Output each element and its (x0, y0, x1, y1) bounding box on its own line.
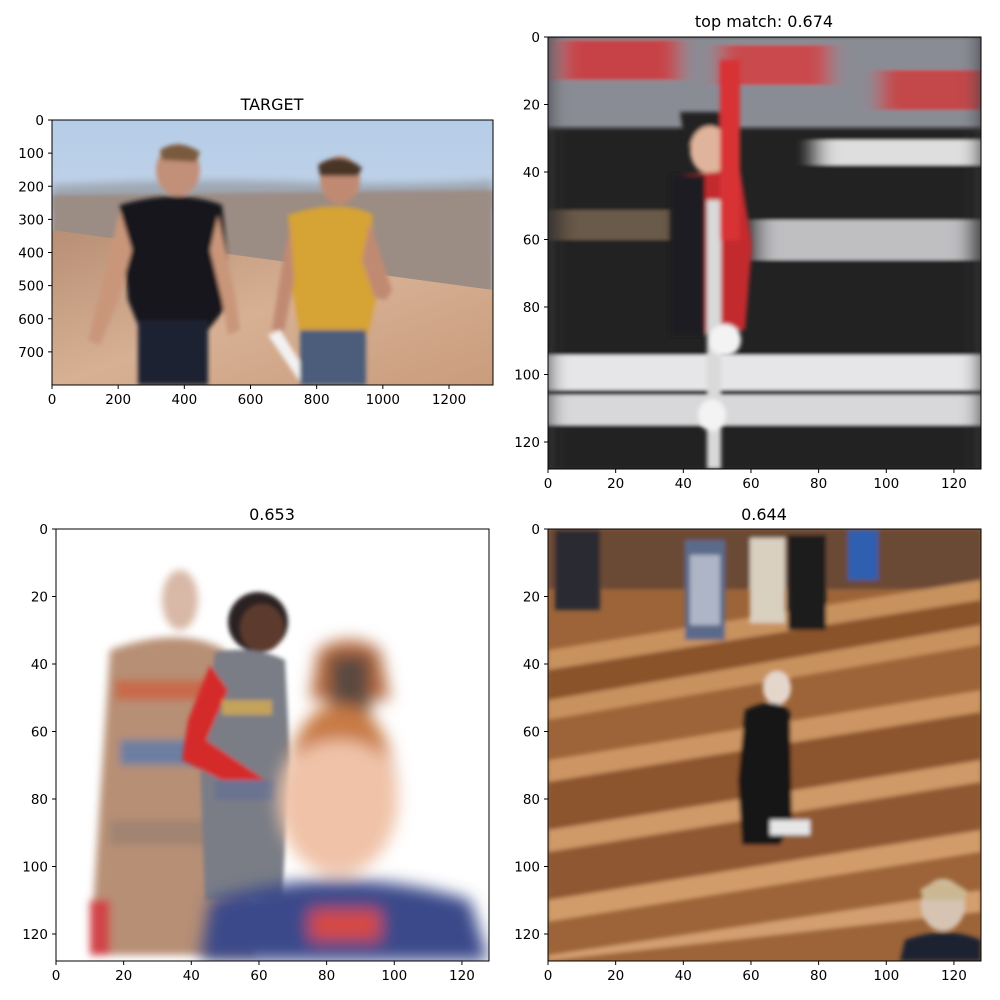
x-tick-label: 0 (52, 968, 61, 984)
x-tick-label: 120 (449, 968, 475, 984)
y-tick-label: 40 (523, 165, 540, 181)
x-tick-label: 400 (171, 392, 197, 408)
match-3-axes-frame (547, 528, 982, 962)
y-tick-label: 100 (18, 146, 44, 162)
x-tick-label: 0 (544, 968, 553, 984)
y-tick-label: 100 (22, 860, 48, 876)
y-tick-label: 20 (523, 590, 540, 606)
panel-top-match: top match: 0.674 0 20 40 60 80 100 120 0 20 40 60 8… (514, 12, 982, 492)
panel-title: 0.644 (741, 505, 787, 524)
y-tick-label: 100 (514, 860, 540, 876)
y-tick-label: 120 (22, 927, 48, 943)
x-tick-label: 60 (742, 968, 759, 984)
x-tick-label: 40 (183, 968, 200, 984)
x-tick-label: 1000 (366, 392, 400, 408)
x-tick-label: 60 (742, 476, 759, 492)
x-tick-label: 120 (941, 476, 967, 492)
x-tick-label: 60 (250, 968, 267, 984)
y-tick-label: 120 (514, 927, 540, 943)
top-match-axes-frame (547, 36, 982, 470)
x-tick-label: 800 (304, 392, 330, 408)
panel-title: TARGET (240, 95, 304, 114)
x-tick-label: 0 (544, 476, 553, 492)
x-tick-label: 40 (675, 968, 692, 984)
y-tick-label: 200 (18, 179, 44, 195)
y-tick-label: 0 (35, 113, 44, 129)
x-tick-label: 100 (873, 968, 899, 984)
match-2-image (56, 529, 489, 961)
x-tick-label: 600 (238, 392, 264, 408)
y-tick-label: 0 (531, 522, 540, 538)
x-tick-label: 0 (48, 392, 57, 408)
y-tick-label: 700 (18, 345, 44, 361)
y-tick-label: 120 (514, 435, 540, 451)
top-match-ticks: 0 20 40 60 80 100 120 0 20 40 60 80 100 120 (514, 30, 967, 492)
target-ticks: 0 200 400 600 800 1000 1200 0 100 200 300 400 500 600… (18, 113, 466, 408)
x-tick-label: 20 (115, 968, 132, 984)
y-tick-label: 20 (31, 590, 48, 606)
y-tick-label: 20 (523, 98, 540, 114)
y-tick-label: 60 (523, 233, 540, 249)
y-tick-label: 100 (514, 368, 540, 384)
match-2-axes-frame (55, 528, 490, 962)
y-tick-label: 500 (18, 279, 44, 295)
y-tick-label: 60 (523, 725, 540, 741)
x-tick-label: 80 (810, 968, 827, 984)
panel-match-3: 0.644 0 20 40 60 80 100 120 0 20 40 60 80 100 120 (514, 505, 982, 984)
y-tick-label: 300 (18, 212, 44, 228)
panel-target: TARGET 0 200 400 600 800 1000 1200 0 100 200 300 40… (18, 95, 494, 408)
x-tick-label: 100 (873, 476, 899, 492)
panel-title: 0.653 (249, 505, 295, 524)
x-tick-label: 80 (318, 968, 335, 984)
x-tick-label: 200 (105, 392, 131, 408)
y-tick-label: 60 (31, 725, 48, 741)
x-tick-label: 20 (607, 476, 624, 492)
y-tick-label: 80 (523, 792, 540, 808)
y-tick-label: 0 (531, 30, 540, 46)
y-tick-label: 80 (523, 300, 540, 316)
y-tick-label: 80 (31, 792, 48, 808)
y-tick-label: 600 (18, 312, 44, 328)
top-match-image (548, 37, 981, 469)
x-tick-label: 20 (607, 968, 624, 984)
match-3-image (548, 529, 981, 961)
x-tick-label: 120 (941, 968, 967, 984)
y-tick-label: 40 (31, 657, 48, 673)
x-tick-label: 80 (810, 476, 827, 492)
target-image (52, 120, 493, 385)
y-tick-label: 400 (18, 246, 44, 262)
x-tick-label: 1200 (432, 392, 466, 408)
x-tick-label: 100 (381, 968, 407, 984)
match-2-ticks: 0 20 40 60 80 100 120 0 20 40 60 80 100 120 (22, 522, 475, 984)
match-3-ticks: 0 20 40 60 80 100 120 0 20 40 60 80 100 120 (514, 522, 967, 984)
panel-title: top match: 0.674 (695, 12, 833, 31)
x-tick-label: 40 (675, 476, 692, 492)
y-tick-label: 0 (39, 522, 48, 538)
y-tick-label: 40 (523, 657, 540, 673)
panel-match-2: 0.653 0 20 40 60 80 100 120 0 20 40 60 80 100 120 (22, 505, 490, 984)
